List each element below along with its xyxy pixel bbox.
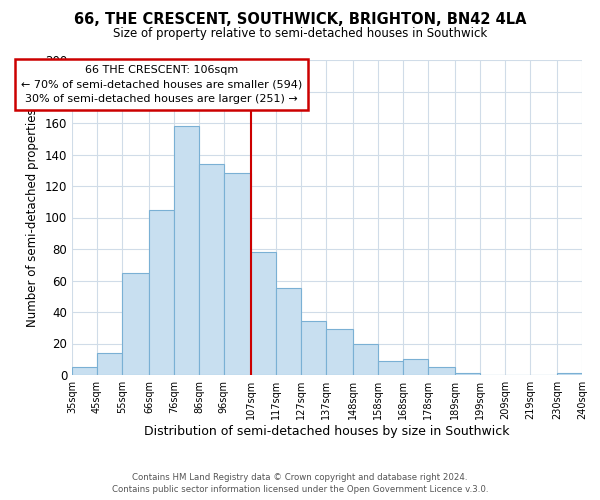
- Bar: [97, 353, 122, 375]
- Bar: [149, 210, 174, 375]
- Bar: [428, 367, 455, 375]
- Bar: [557, 374, 582, 375]
- Bar: [378, 361, 403, 375]
- Bar: [174, 126, 199, 375]
- X-axis label: Distribution of semi-detached houses by size in Southwick: Distribution of semi-detached houses by …: [144, 425, 510, 438]
- Bar: [326, 330, 353, 375]
- Bar: [122, 272, 149, 375]
- Bar: [224, 174, 251, 375]
- Text: 66 THE CRESCENT: 106sqm
← 70% of semi-detached houses are smaller (594)
30% of s: 66 THE CRESCENT: 106sqm ← 70% of semi-de…: [21, 64, 302, 104]
- Bar: [301, 322, 326, 375]
- Bar: [276, 288, 301, 375]
- Bar: [251, 252, 276, 375]
- Bar: [72, 367, 97, 375]
- Bar: [455, 374, 480, 375]
- Bar: [403, 359, 428, 375]
- Text: Contains HM Land Registry data © Crown copyright and database right 2024.
Contai: Contains HM Land Registry data © Crown c…: [112, 472, 488, 494]
- Y-axis label: Number of semi-detached properties: Number of semi-detached properties: [26, 108, 39, 327]
- Bar: [199, 164, 224, 375]
- Text: Size of property relative to semi-detached houses in Southwick: Size of property relative to semi-detach…: [113, 28, 487, 40]
- Bar: [353, 344, 378, 375]
- Text: 66, THE CRESCENT, SOUTHWICK, BRIGHTON, BN42 4LA: 66, THE CRESCENT, SOUTHWICK, BRIGHTON, B…: [74, 12, 526, 28]
